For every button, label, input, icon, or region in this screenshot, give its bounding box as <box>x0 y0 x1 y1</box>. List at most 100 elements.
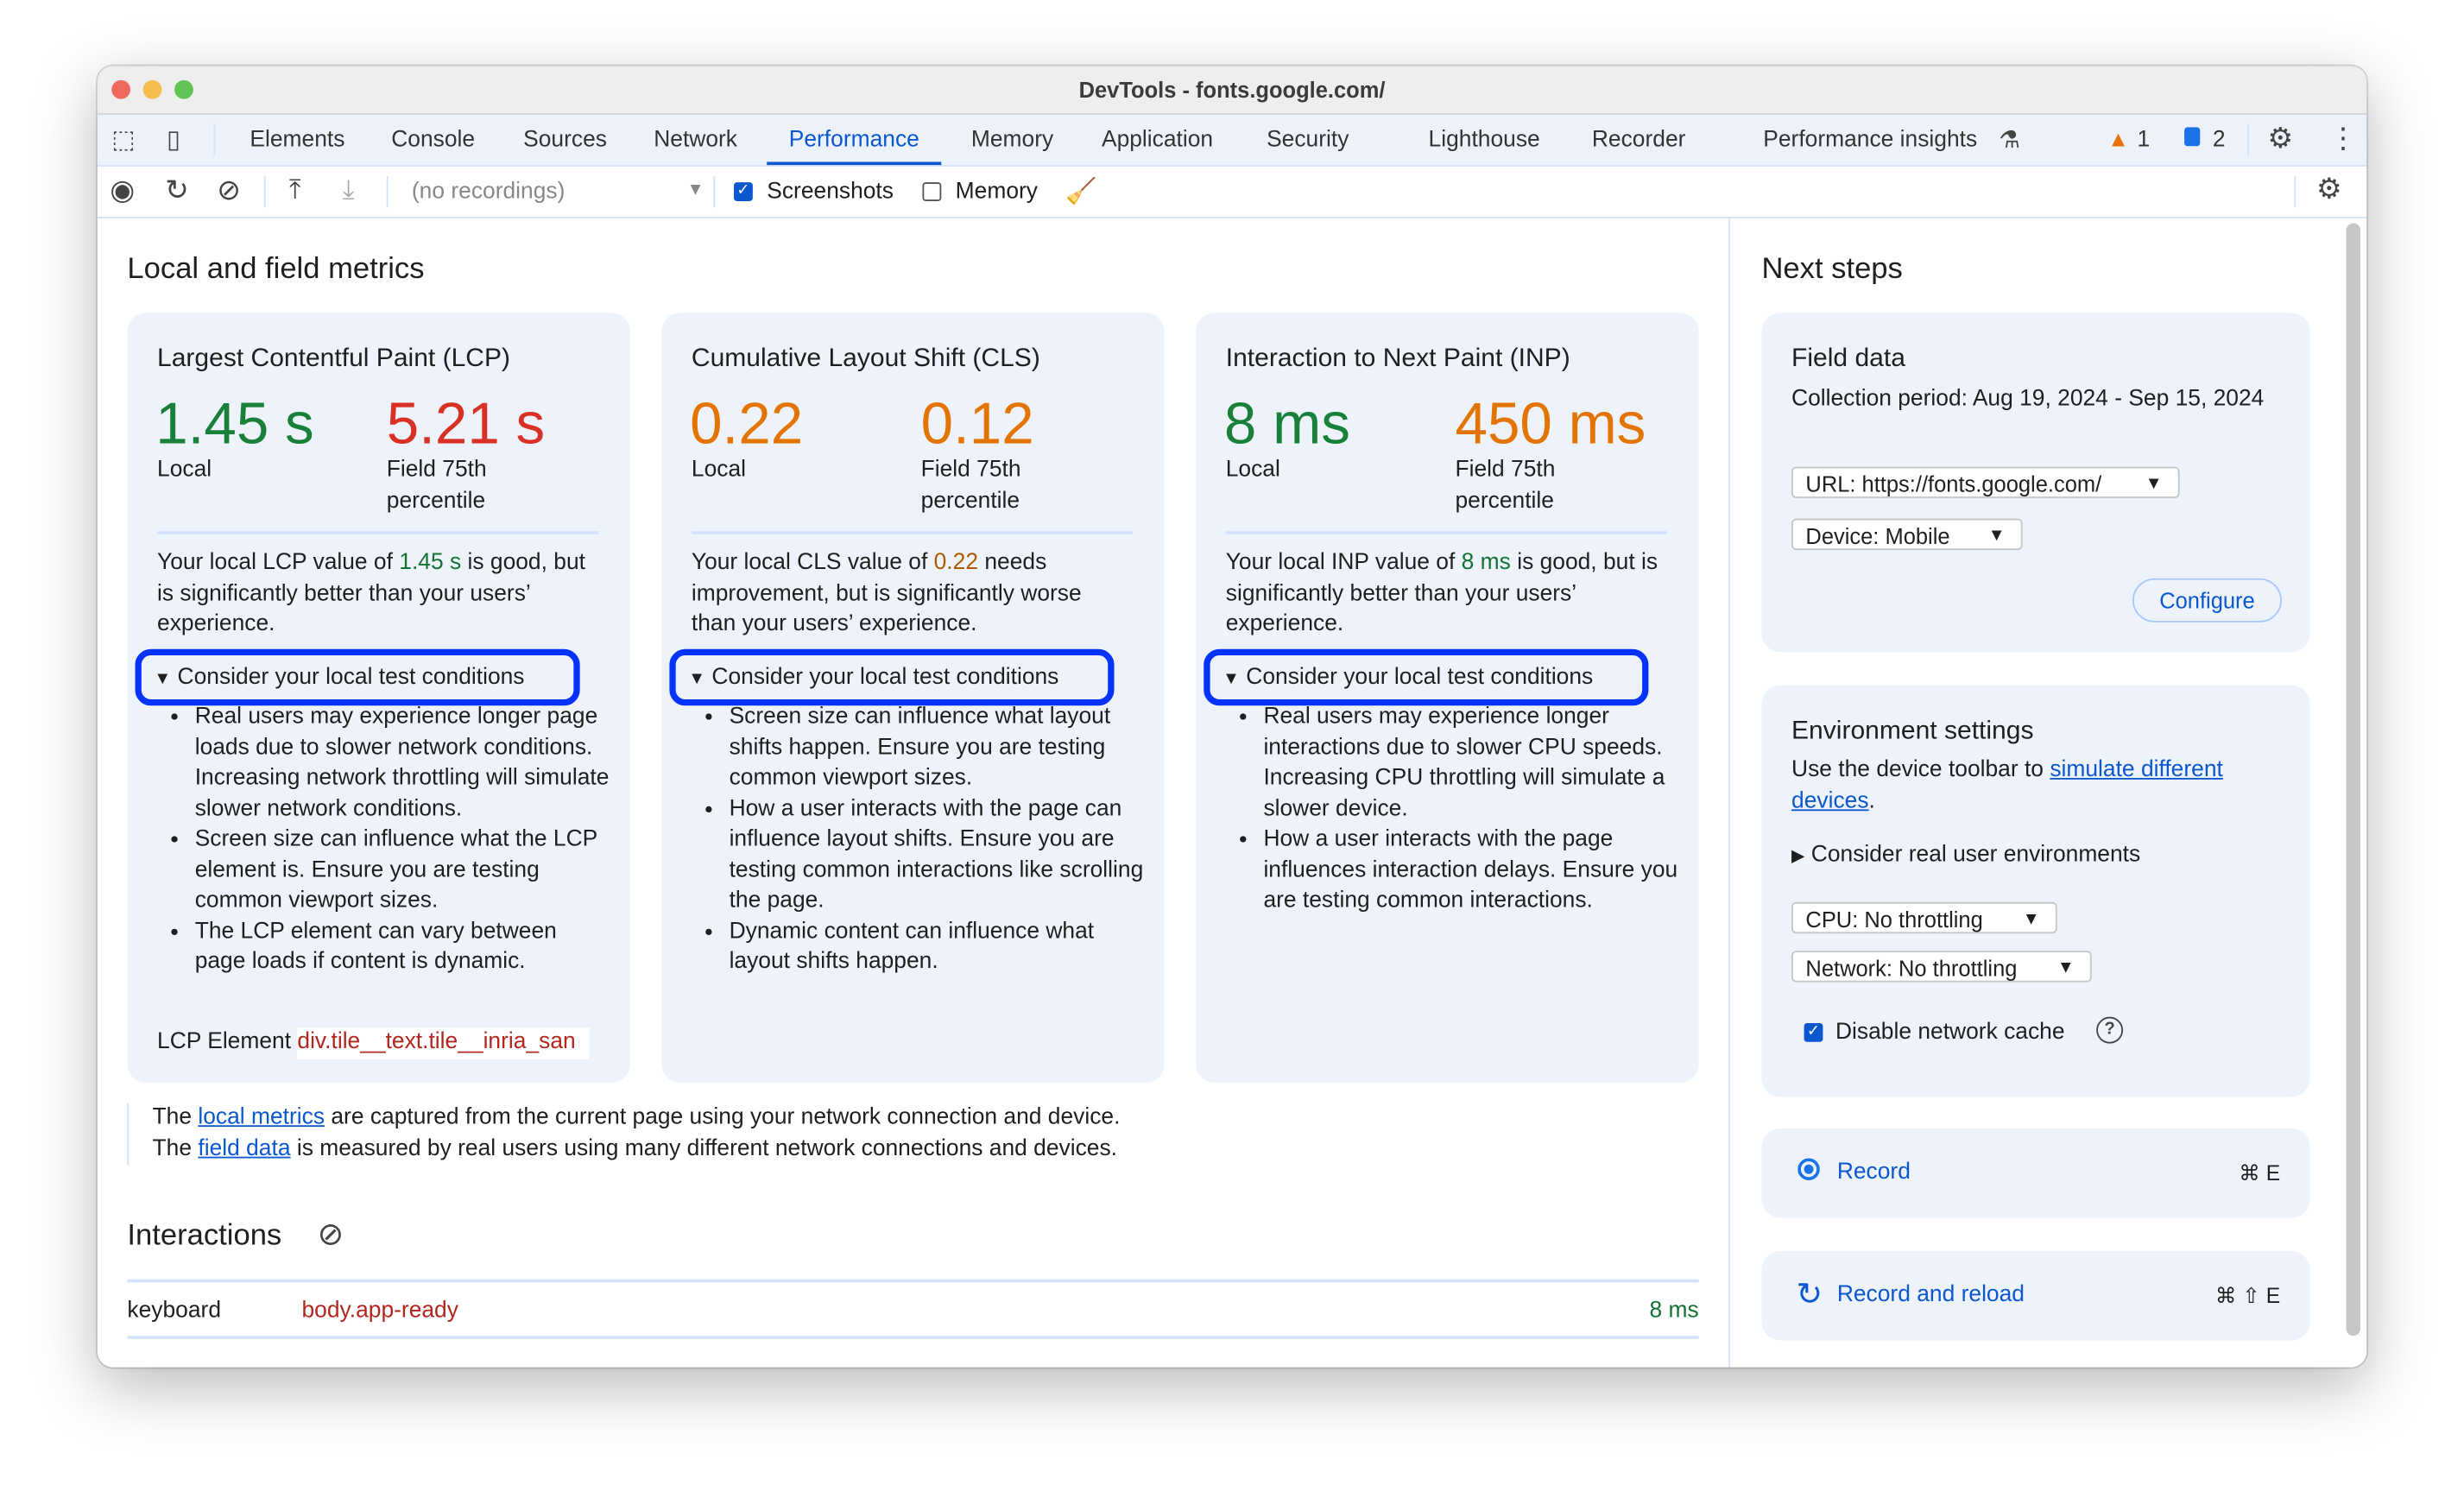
record-button[interactable]: Record <box>1836 1160 1911 1185</box>
local-value: 1.45 s <box>155 391 314 456</box>
triangle-down-icon: ▼ <box>1223 669 1240 689</box>
configure-button[interactable]: Configure <box>2132 578 2282 623</box>
tab-sources[interactable]: Sources <box>523 127 607 153</box>
divider <box>691 531 1134 534</box>
triangle-down-icon: ▼ <box>154 669 172 689</box>
warning-icon[interactable]: ▲ <box>2107 125 2130 151</box>
condition-item: How a user interacts with the page influ… <box>1263 825 1681 917</box>
download-icon[interactable]: ⤓ <box>342 174 355 205</box>
metric-title: Cumulative Layout Shift (CLS) <box>691 344 1040 373</box>
reload-record-icon[interactable]: ↻ <box>165 174 189 206</box>
message-icon[interactable] <box>2184 127 2201 147</box>
lcp-element-link[interactable]: div.tile__text.tile__inria_san <box>297 1027 590 1059</box>
interactions-title: Interactions <box>127 1219 282 1253</box>
test-conditions-details[interactable]: ▼ Consider your local test conditions <box>669 648 1115 706</box>
memory-label: Memory <box>955 179 1039 205</box>
field-value: 450 ms <box>1455 391 1646 456</box>
maximize-window-button[interactable] <box>174 79 193 99</box>
metric-card: Largest Contentful Paint (LCP) 1.45 s Lo… <box>127 313 630 1084</box>
screenshots-label: Screenshots <box>767 179 894 205</box>
device-select[interactable]: Device: Mobile ▼ <box>1791 518 2023 551</box>
flask-icon: ⚗ <box>1999 127 2020 155</box>
tab-lighthouse[interactable]: Lighthouse <box>1428 127 1540 153</box>
record-and-reload-card[interactable]: ↻ Record and reload ⌘ ⇧ E <box>1761 1250 2310 1341</box>
local-metrics-link[interactable]: local metrics <box>198 1104 325 1130</box>
metric-description: Your local LCP value of 1.45 s is good, … <box>157 550 585 637</box>
minimize-window-button[interactable] <box>142 79 162 99</box>
close-window-button[interactable] <box>111 79 131 99</box>
record-card[interactable]: Record ⌘ E <box>1761 1128 2310 1218</box>
tab-performance[interactable]: Performance <box>767 115 942 166</box>
field-data-link[interactable]: field data <box>198 1135 291 1161</box>
warning-count[interactable]: 1 <box>2137 127 2151 153</box>
conditions-list: Screen size can influence what layout sh… <box>692 703 1147 978</box>
metric-title: Largest Contentful Paint (LCP) <box>157 344 511 373</box>
metrics-footnote: The local metrics are captured from the … <box>127 1103 1120 1165</box>
metric-description: Your local CLS value of 0.22 needs impro… <box>691 550 1082 637</box>
tab-recorder[interactable]: Recorder <box>1591 127 1686 153</box>
local-value: 0.22 <box>690 391 804 456</box>
disable-cache-checkbox[interactable]: ✓ <box>1804 1022 1823 1042</box>
divider <box>386 175 389 208</box>
metric-card: Cumulative Layout Shift (CLS) 0.22 Local… <box>661 313 1165 1084</box>
record-shortcut: ⌘ E <box>2239 1161 2281 1185</box>
tab-memory[interactable]: Memory <box>970 127 1054 153</box>
window-title: DevTools - fonts.google.com/ <box>1078 77 1386 103</box>
message-count[interactable]: 2 <box>2212 127 2226 153</box>
lcp-element-label: LCP Element <box>157 1029 292 1055</box>
environment-text: . <box>1868 787 1875 813</box>
condition-item: The LCP element can vary between page lo… <box>195 917 613 978</box>
tab-console[interactable]: Console <box>391 127 476 153</box>
garbage-collect-icon[interactable]: 🧹 <box>1065 179 1097 206</box>
tab-performance-insights[interactable]: Performance insights <box>1763 127 1978 153</box>
test-conditions-details[interactable]: ▼ Consider your local test conditions <box>1204 648 1649 706</box>
cpu-throttling-select[interactable]: CPU: No throttling ▼ <box>1791 901 2057 934</box>
tab-network[interactable]: Network <box>654 127 738 153</box>
field-data-title: Field data <box>1791 344 1905 373</box>
interaction-row[interactable]: keyboard body.app-ready 8 ms <box>127 1282 1698 1339</box>
tab-application[interactable]: Application <box>1101 127 1214 153</box>
details-label: Consider your local test conditions <box>177 664 525 691</box>
clear-icon[interactable]: ⊘ <box>217 174 241 206</box>
divider <box>127 1336 1699 1339</box>
local-value: 8 ms <box>1223 391 1350 456</box>
help-icon[interactable]: ? <box>2096 1016 2124 1044</box>
device-select-value: Device: Mobile <box>1805 523 1950 549</box>
clear-interactions-icon[interactable]: ⊘ <box>317 1217 344 1253</box>
record-and-reload-button[interactable]: Record and reload <box>1836 1282 2025 1308</box>
chevron-down-icon: ▼ <box>2145 474 2163 494</box>
details-label: Consider real user environments <box>1810 842 2141 868</box>
settings-gear-icon[interactable]: ⚙ <box>2267 122 2293 155</box>
record-icon[interactable]: ◉ <box>110 174 136 206</box>
divider <box>213 123 216 156</box>
simulate-devices-link[interactable]: simulate different devices <box>1791 757 2223 813</box>
chevron-down-icon: ▼ <box>2022 909 2040 929</box>
tab-elements[interactable]: Elements <box>250 127 345 153</box>
url-select[interactable]: URL: https://fonts.google.com/ ▼ <box>1791 466 2180 499</box>
interaction-target[interactable]: body.app-ready <box>301 1298 458 1324</box>
field-label: Field 75th percentile <box>920 457 1021 515</box>
disable-cache-label: Disable network cache <box>1835 1020 2065 1046</box>
field-label: Field 75th percentile <box>386 457 487 515</box>
collection-period: Collection period: Aug 19, 2024 - Sep 15… <box>1791 386 2265 412</box>
capture-settings-gear-icon[interactable]: ⚙ <box>2316 173 2342 205</box>
upload-icon[interactable]: ⤒ <box>288 174 301 205</box>
next-steps-title: Next steps <box>1761 253 1903 287</box>
tab-security[interactable]: Security <box>1267 127 1349 153</box>
test-conditions-details[interactable]: ▼ Consider your local test conditions <box>135 648 580 706</box>
device-toolbar-icon[interactable]: ▯ <box>166 127 180 155</box>
panel-tab-bar: ⬚ ▯ Elements Console Sources Network Per… <box>97 114 2367 167</box>
condition-item: Dynamic content can influence what layou… <box>730 917 1147 978</box>
reload-icon: ↻ <box>1796 1277 1823 1312</box>
network-throttling-select[interactable]: Network: No throttling ▼ <box>1791 951 2092 983</box>
more-options-icon[interactable]: ⋮ <box>2328 122 2358 155</box>
real-user-environments-details[interactable]: ▶ Consider real user environments <box>1791 841 2140 873</box>
local-label: Local <box>691 457 746 483</box>
scrollbar[interactable] <box>2346 223 2360 1337</box>
memory-checkbox[interactable] <box>922 182 942 201</box>
field-value: 5.21 s <box>386 391 546 456</box>
screenshots-checkbox[interactable]: ✓ <box>734 182 753 201</box>
inspect-element-icon[interactable]: ⬚ <box>111 127 136 155</box>
recordings-select[interactable]: (no recordings) ▼ <box>412 180 704 205</box>
condition-item: Real users may experience longer interac… <box>1263 703 1681 825</box>
